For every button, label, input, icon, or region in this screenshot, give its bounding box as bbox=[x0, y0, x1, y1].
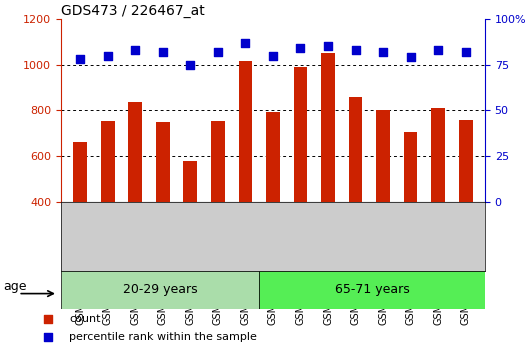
Bar bbox=[238, 61, 252, 202]
Bar bbox=[61, 271, 259, 309]
Bar bbox=[321, 53, 335, 202]
Bar bbox=[156, 122, 170, 202]
Point bbox=[296, 46, 305, 51]
Point bbox=[324, 43, 332, 49]
Text: GDS473 / 226467_at: GDS473 / 226467_at bbox=[61, 4, 205, 18]
Point bbox=[462, 49, 470, 55]
Bar bbox=[73, 142, 87, 202]
Bar bbox=[294, 67, 307, 202]
Point bbox=[434, 47, 443, 53]
Point bbox=[407, 55, 415, 60]
Bar bbox=[259, 271, 485, 309]
Text: count: count bbox=[69, 314, 100, 324]
Bar bbox=[404, 132, 418, 202]
Bar bbox=[211, 121, 225, 202]
Bar bbox=[101, 121, 114, 202]
Bar bbox=[431, 108, 445, 202]
Text: percentile rank within the sample: percentile rank within the sample bbox=[69, 332, 257, 342]
Point bbox=[214, 49, 222, 55]
Point bbox=[103, 53, 112, 58]
Point bbox=[158, 49, 167, 55]
Bar bbox=[459, 119, 473, 202]
Bar bbox=[376, 110, 390, 202]
Point bbox=[131, 47, 139, 53]
Point bbox=[241, 40, 250, 46]
Point bbox=[76, 57, 84, 62]
Text: 65-71 years: 65-71 years bbox=[334, 283, 410, 296]
Bar bbox=[128, 102, 142, 202]
Point bbox=[379, 49, 387, 55]
Bar bbox=[266, 111, 280, 202]
Bar bbox=[183, 161, 197, 202]
Point bbox=[186, 62, 195, 68]
Text: age: age bbox=[3, 279, 27, 293]
Bar bbox=[349, 97, 363, 202]
Point bbox=[269, 53, 277, 58]
Text: 20-29 years: 20-29 years bbox=[123, 283, 197, 296]
Point bbox=[351, 47, 360, 53]
